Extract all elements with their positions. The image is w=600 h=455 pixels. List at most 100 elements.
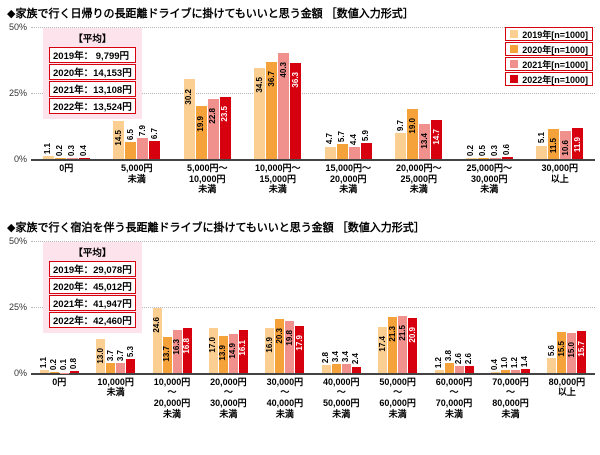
bar: 21.5 [398,241,408,373]
bar-rect [489,158,501,159]
bar-value-label: 5.9 [361,130,371,142]
bar: 34.5 [254,27,266,159]
y-tick: 25% [8,301,27,312]
average-line: 2021年：13,108円 [49,81,136,97]
bar: 5.9 [360,27,372,159]
bar-value-label: 16.1 [238,339,248,356]
bar-rect [348,147,360,159]
bar-value-label: 1.0 [500,357,510,369]
y-tick: 50% [8,235,27,246]
bar-cluster: 1.2 3.8 2.6 2.6 [434,241,474,373]
bar: 16.1 [238,241,248,373]
bar-value-label: 3.4 [331,350,341,362]
bar: 5.1 [536,27,548,159]
legend-color-swatch [510,75,519,83]
category-label: 10,000円 未満 [97,376,134,398]
bar-value-label: 15.0 [566,342,576,359]
category-group: 0.2 0.5 0.3 0.6 25,000円～ 30,000円 未満 [454,27,525,195]
bar-value-label: 7.9 [137,125,147,137]
bar-value-label: 13.4 [419,132,429,149]
legend-color-swatch [510,30,519,38]
bar-rect [182,328,192,373]
bar: 0.5 [477,27,489,159]
bar-value-label: 6.5 [125,128,135,140]
bar-rect [254,67,266,159]
legend-row: 2020年[n=1000] [505,42,593,56]
plot-area: 1.1 0.2 0.3 0.4 0円 14.5 6.5 7.9 6.7 5,000円 未満 30.2… [31,27,595,195]
bar-value-label: 4.4 [349,134,359,146]
bar-value-label: 5.7 [337,130,347,142]
bar-value-label: 2.6 [464,352,474,364]
bar-value-label: 34.5 [254,77,264,93]
bar-rect [500,370,510,373]
bar-value-label: 14.7 [431,129,441,145]
legend-label: 2019年[n=1000] [522,29,588,40]
legend-color-swatch [510,60,519,68]
bar-rect [195,106,207,159]
bar-rect [266,62,278,159]
bar-value-label: 0.4 [79,144,89,156]
bar-rect [265,328,275,373]
average-line: 2022年：42,460円 [49,311,136,328]
bar-groups: 1.1 0.2 0.3 0.4 0円 14.5 6.5 7.9 6.7 5,000円 未満 30.2… [31,27,595,195]
bar-rect [69,370,79,373]
bar: 24.6 [152,241,162,373]
bar-value-label: 2.6 [454,352,464,364]
bar-rect [228,333,238,373]
category-group: 34.5 36.7 40.3 36.3 10,000円～ 15,000円 未満 [243,27,314,195]
category-group: 9.7 19.0 13.4 14.7 20,000円～ 25,000円 未満 [384,27,455,195]
bar: 1.4 [520,241,530,373]
bar-value-label: 0.8 [69,357,79,369]
category-group: 5.1 11.5 10.6 11.9 30,000円 以上 [525,27,596,195]
bar: 0.2 [465,27,477,159]
category-group: 1.1 0.2 0.1 0.8 0円 [31,241,87,419]
bar-rect [567,333,577,373]
bar-value-label: 3.8 [444,349,454,361]
bar-value-label: 20.3 [274,328,284,345]
bar-value-label: 20.9 [407,326,417,343]
category-label: 10,000円～ 15,000円 未満 [254,163,301,195]
bar: 30.2 [183,27,195,159]
bar: 16.8 [182,241,192,373]
bar-value-label: 19.0 [407,118,417,134]
legend-row: 2019年[n=1000] [505,27,593,41]
bar: 1.0 [500,241,510,373]
bar-rect [42,156,54,159]
category-group: 1.1 0.2 0.3 0.4 0円 [31,27,102,195]
average-line: 2022年：13,524円 [49,98,136,114]
bar-value-label: 0.4 [490,358,500,370]
y-tick: 0% [13,154,27,164]
category-label: 10,000円 ～ 20,000円 未満 [153,376,191,419]
bar: 16.9 [265,241,275,373]
bar-rect [125,141,137,159]
bar-rect [398,316,408,373]
bar-value-label: 40.3 [278,61,288,78]
chart-body-overnight-trip: 0% 25% 50% 1.1 0.2 0.1 0.8 0円 13.0 3.7 3.7 5.3 10,0… [5,236,595,419]
category-label: 20,000円 ～ 30,000円 未満 [210,376,247,419]
bar-rect [152,307,162,373]
gridline [31,93,595,94]
average-box: 【平均】 2019年：29,078円 2020年：45,012円 2021年：41,9… [43,241,142,333]
bar-rect [351,366,361,373]
average-box: 【平均】 2019年： 9,799円 2020年：14,153円 2021年：13,1… [43,28,142,119]
category-group: 16.9 20.3 19.8 17.9 30,000円 ～ 40,000円 未満 [257,241,313,419]
bar-value-label: 14.5 [113,129,123,146]
bar-rect [96,338,106,373]
chart-overnight-trip: ◆家族で行く宿泊を伴う長距離ドライブに掛けてもいいと思う金額 ［数値入力形式］ … [5,219,595,419]
category-label: 40,000円 ～ 50,000円 未満 [322,376,360,419]
category-label: 30,000円 ～ 40,000円 未満 [266,376,304,419]
bar-rect [183,79,195,159]
bar-rect [126,358,136,373]
category-group: 4.7 5.7 4.4 5.9 15,000円～ 20,000円 未満 [313,27,384,195]
bar-cluster: 17.0 13.9 14.9 16.1 [208,241,248,373]
survey-charts-page: ◆家族で行く日帰りの長距離ドライブに掛けてもいいと思う金額 ［数値入力形式］ 0… [0,5,600,455]
bar-cluster: 30.2 19.9 22.8 23.5 [183,27,231,159]
bar-value-label: 1.1 [43,142,53,155]
bar-rect [464,365,474,373]
bar-cluster: 5.1 11.5 10.6 11.9 [536,27,584,159]
bar: 19.0 [407,27,419,159]
bar-rect [395,133,407,159]
bar-rect [39,369,49,373]
y-axis: 0% 25% 50% [5,236,31,378]
bar-value-label: 0.6 [502,144,512,156]
